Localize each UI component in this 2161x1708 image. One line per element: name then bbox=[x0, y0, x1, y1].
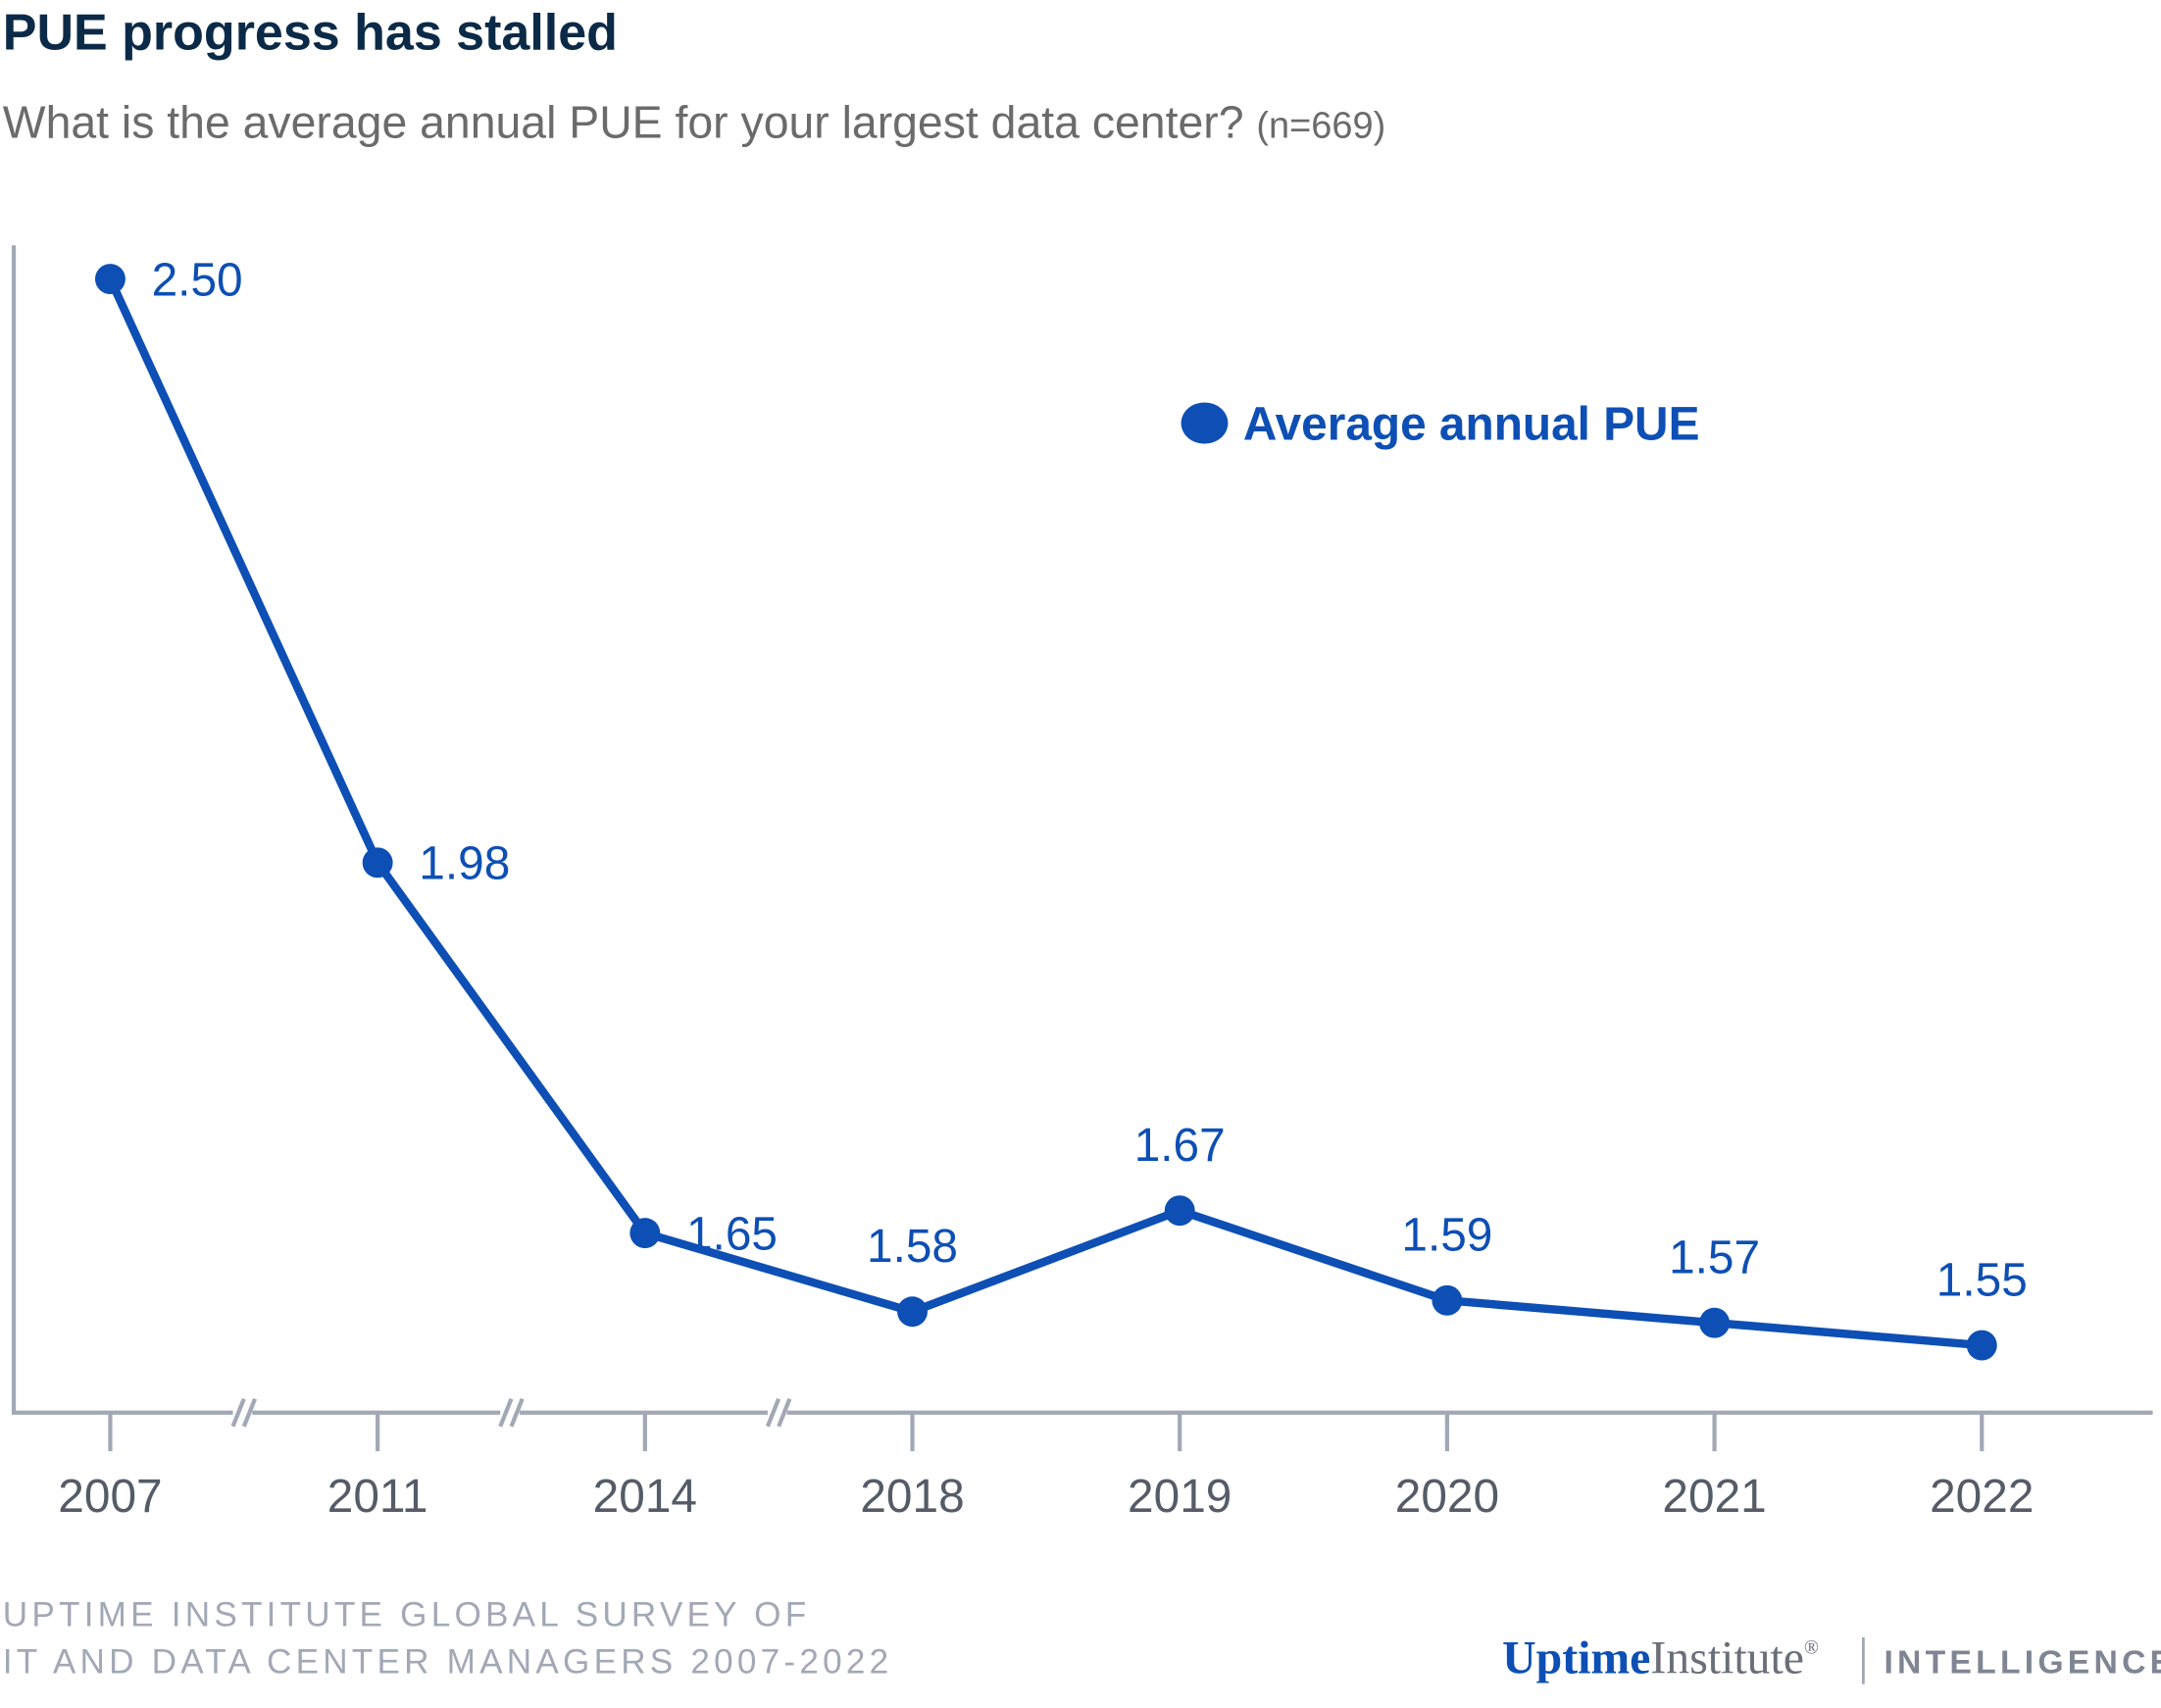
data-point bbox=[897, 1296, 928, 1328]
axis-break bbox=[765, 1397, 781, 1428]
logo-uptime: Uptime bbox=[1502, 1632, 1650, 1683]
data-label: 1.58 bbox=[867, 1221, 958, 1273]
data-label: 1.59 bbox=[1401, 1210, 1492, 1262]
legend-label: Average annual PUE bbox=[1243, 398, 1700, 450]
data-point bbox=[1966, 1330, 1997, 1361]
x-tick-label: 2019 bbox=[1128, 1471, 1231, 1523]
logo-institute: Institute bbox=[1650, 1632, 1804, 1683]
axis-break bbox=[498, 1397, 514, 1428]
data-line bbox=[106, 276, 1983, 1350]
x-tick-label: 2020 bbox=[1395, 1471, 1499, 1523]
x-tick-label: 2022 bbox=[1930, 1471, 2034, 1523]
x-tick-label: 2014 bbox=[593, 1471, 697, 1523]
chart-title: PUE progress has stalled bbox=[3, 5, 618, 62]
data-label: 1.55 bbox=[1936, 1254, 2028, 1306]
axis-break bbox=[241, 1397, 257, 1428]
axis-break bbox=[777, 1397, 792, 1428]
logo-brand: UptimeInstitute® bbox=[1502, 1632, 1819, 1683]
data-label: 1.65 bbox=[686, 1208, 778, 1260]
data-label: 1.57 bbox=[1669, 1232, 1760, 1284]
axis-break bbox=[509, 1397, 525, 1428]
data-point bbox=[1164, 1195, 1195, 1227]
data-point bbox=[1432, 1284, 1463, 1316]
x-tick-label: 2018 bbox=[860, 1471, 964, 1523]
chart-subtitle: What is the average annual PUE for your … bbox=[3, 97, 1385, 148]
logo-division: INTELLIGENCE bbox=[1884, 1643, 2161, 1681]
subtitle-note: (n=669) bbox=[1256, 106, 1385, 147]
subtitle-text: What is the average annual PUE for your … bbox=[3, 97, 1244, 148]
data-point bbox=[362, 847, 393, 879]
x-tick-label: 2011 bbox=[327, 1471, 428, 1523]
data-label: 1.67 bbox=[1134, 1120, 1226, 1172]
x-tick-label: 2021 bbox=[1662, 1471, 1766, 1523]
axes bbox=[11, 245, 2153, 1415]
source-line: UPTIME INSTITUTE GLOBAL SURVEY OF bbox=[3, 1596, 811, 1634]
source-line: IT AND DATA CENTER MANAGERS 2007-2022 bbox=[3, 1642, 893, 1681]
legend-marker bbox=[1181, 402, 1229, 444]
data-point bbox=[629, 1218, 661, 1249]
data-label: 1.98 bbox=[419, 838, 510, 890]
data-label: 2.50 bbox=[152, 254, 243, 306]
data-point bbox=[94, 264, 126, 295]
axis-break bbox=[230, 1397, 246, 1428]
x-tick-label: 2007 bbox=[58, 1471, 162, 1523]
data-point bbox=[1699, 1307, 1731, 1338]
logo-registered: ® bbox=[1804, 1637, 1819, 1659]
